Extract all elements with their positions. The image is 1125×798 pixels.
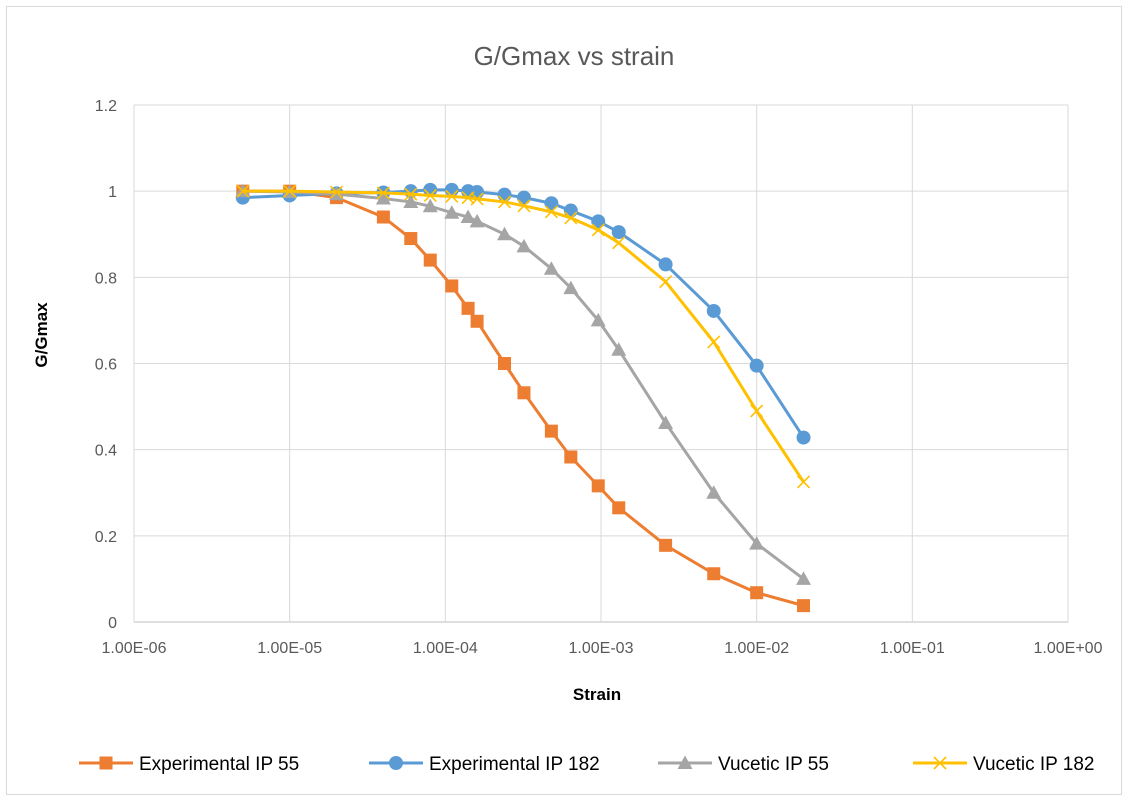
data-point	[659, 275, 673, 289]
data-point	[796, 430, 811, 445]
data-point	[591, 223, 605, 237]
data-point	[236, 184, 250, 198]
data-point	[749, 358, 764, 373]
data-point	[423, 182, 438, 197]
data-point	[563, 280, 579, 295]
data-point	[544, 205, 558, 219]
x-tick-label: 1.00E-06	[102, 640, 167, 657]
legend-marker	[677, 755, 693, 769]
x-tick-label: 1.00E+00	[1034, 640, 1103, 657]
data-point	[460, 209, 476, 224]
data-point	[461, 301, 475, 315]
data-point	[329, 185, 344, 199]
data-point	[706, 303, 721, 318]
y-tick-label: 0.6	[95, 357, 117, 374]
series-vucetic-ip-55	[235, 183, 812, 585]
data-point	[591, 479, 605, 493]
legend-marker	[389, 756, 403, 770]
y-tick-label: 0.2	[95, 529, 117, 546]
legend-label: Experimental IP 182	[429, 754, 600, 775]
data-point	[517, 386, 531, 400]
legend-item: Vucetic IP 182	[913, 754, 1094, 775]
y-axis-title: G/Gmax	[32, 302, 51, 368]
data-point	[658, 415, 674, 429]
legend-label: Experimental IP 55	[139, 754, 299, 775]
y-tick-label: 0.8	[95, 270, 117, 287]
data-point	[423, 253, 437, 267]
y-tick-label: 0.4	[95, 443, 117, 460]
legend-marker	[99, 756, 113, 770]
legend-item: Experimental IP 182	[369, 754, 600, 775]
data-point	[445, 189, 459, 203]
data-point	[422, 198, 438, 213]
data-point	[444, 205, 460, 219]
x-tick-label: 1.00E-01	[880, 640, 945, 657]
data-point	[445, 279, 459, 293]
series-vucetic-ip-182	[236, 184, 811, 489]
data-point	[796, 571, 812, 585]
data-point	[376, 210, 390, 224]
data-point	[707, 567, 721, 581]
x-tick-label: 1.00E-03	[569, 640, 634, 657]
data-point	[564, 211, 578, 225]
data-point	[707, 335, 721, 349]
data-point	[404, 187, 418, 201]
data-point	[612, 236, 626, 250]
data-point	[612, 501, 626, 515]
data-point	[543, 261, 559, 275]
data-point	[749, 536, 765, 550]
x-tick-label: 1.00E-04	[413, 640, 478, 657]
x-tick-label: 1.00E-02	[724, 640, 789, 657]
data-point	[544, 196, 559, 211]
data-point	[497, 226, 513, 241]
data-point	[516, 238, 532, 253]
y-tick-label: 0	[108, 615, 117, 632]
data-point	[590, 312, 606, 327]
data-point	[706, 485, 722, 499]
data-point	[469, 213, 485, 228]
y-axis-ticks: 0 0.2 0.4 0.6 0.8 1 1.2	[95, 98, 117, 632]
series-layer	[235, 182, 812, 613]
legend-label: Vucetic IP 182	[973, 754, 1094, 775]
data-point	[750, 586, 764, 600]
data-point	[611, 342, 627, 356]
data-point	[611, 225, 626, 240]
chart-svg: G/Gmax vs strain 0 0.2 0.4 0.6 0.8 1 1.2 1.00E…	[32, 41, 1103, 775]
y-tick-label: 1.2	[95, 98, 117, 115]
data-point	[404, 232, 418, 246]
data-point	[498, 357, 512, 370]
data-point	[517, 199, 531, 213]
chart-title: G/Gmax vs strain	[474, 41, 675, 71]
data-point	[470, 192, 484, 206]
data-point	[591, 214, 606, 229]
data-point	[658, 257, 673, 272]
legend-item: Vucetic IP 55	[658, 754, 829, 775]
legend: Experimental IP 55 Experimental IP 182 Vuc…	[79, 754, 1094, 775]
series-experimental-ip-182	[235, 182, 811, 445]
data-point	[750, 404, 764, 418]
chart-area: G/Gmax vs strain 0 0.2 0.4 0.6 0.8 1 1.2 1.00E…	[6, 6, 1122, 795]
data-point	[659, 538, 673, 552]
data-point	[516, 190, 531, 205]
legend-item: Experimental IP 55	[79, 754, 299, 775]
y-tick-label: 1	[108, 184, 117, 201]
data-point	[470, 314, 484, 328]
x-tick-label: 1.00E-05	[257, 640, 322, 657]
legend-label: Vucetic IP 55	[718, 754, 829, 775]
data-point	[564, 450, 578, 464]
data-point	[376, 186, 390, 200]
data-point	[497, 187, 512, 202]
legend-marker	[933, 756, 947, 770]
data-point	[423, 188, 437, 203]
data-point	[544, 424, 558, 438]
data-point	[497, 195, 512, 209]
x-axis-ticks: 1.00E-06 1.00E-05 1.00E-04 1.00E-03 1.00E-02…	[102, 640, 1103, 657]
data-point	[283, 184, 297, 198]
gridlines	[133, 104, 1069, 623]
data-point	[796, 475, 811, 489]
x-axis-title: Strain	[573, 685, 621, 704]
data-point	[375, 190, 391, 205]
data-point	[797, 599, 811, 613]
data-point	[403, 194, 419, 208]
